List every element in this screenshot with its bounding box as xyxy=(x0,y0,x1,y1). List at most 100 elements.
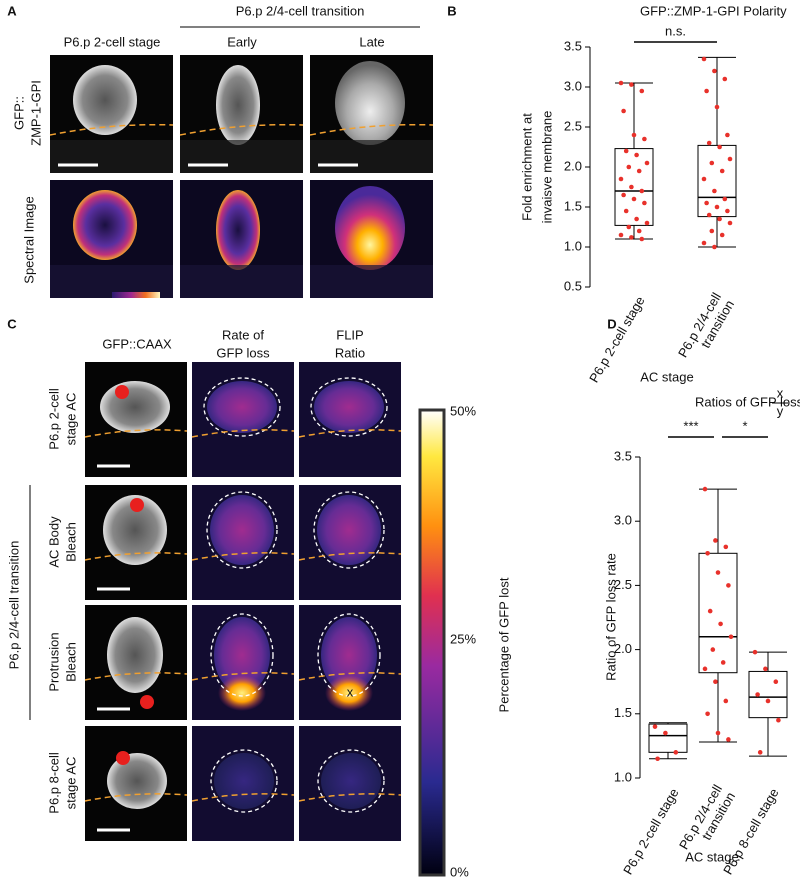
x-axis-label: AC stage xyxy=(640,369,693,384)
data-point xyxy=(725,132,730,138)
data-point xyxy=(717,216,722,222)
hotspot xyxy=(325,675,373,711)
basement xyxy=(310,140,433,173)
y-tick-label: 2.0 xyxy=(614,641,632,656)
y-tick-label: 1.5 xyxy=(614,705,632,720)
data-point xyxy=(704,88,709,94)
data-point xyxy=(702,486,708,492)
data-point xyxy=(710,647,716,652)
data-point xyxy=(629,235,634,240)
data-point xyxy=(728,634,734,640)
row-label: stage AC xyxy=(63,757,78,810)
colorbar xyxy=(418,408,446,877)
cell-outline xyxy=(317,749,385,813)
membrane-line xyxy=(84,429,188,438)
data-point xyxy=(727,156,733,162)
cell xyxy=(103,495,167,565)
membrane-line xyxy=(84,552,188,561)
data-point xyxy=(705,711,710,717)
panel-label: B xyxy=(447,3,456,18)
cell xyxy=(210,495,274,565)
data-point xyxy=(776,717,781,723)
cell xyxy=(317,495,381,565)
y-axis-label: invaisve membrane xyxy=(539,111,554,224)
colorbar-tick: 25% xyxy=(450,631,476,646)
colorbar-tick: 0% xyxy=(450,864,469,879)
data-point xyxy=(755,692,760,697)
data-point xyxy=(715,570,721,575)
y-tick-label: 3.0 xyxy=(614,513,632,528)
membrane-line xyxy=(84,672,188,681)
significance-label: * xyxy=(742,418,747,433)
cell xyxy=(335,186,405,270)
data-point xyxy=(765,698,771,704)
data-point xyxy=(644,220,650,226)
group-header: P6.p 2/4-cell transition xyxy=(236,3,365,18)
cell-outline xyxy=(313,491,385,569)
data-point xyxy=(701,56,707,62)
lut-bar xyxy=(112,292,160,298)
data-point xyxy=(639,236,645,242)
data-point xyxy=(725,208,730,214)
colorbar-tick: 50% xyxy=(450,403,476,418)
column-label: Rate of xyxy=(222,327,264,342)
column-label: GFP::CAAX xyxy=(102,336,172,351)
significance-label: n.s. xyxy=(665,23,686,38)
data-point xyxy=(705,551,710,556)
data-point xyxy=(712,68,717,74)
cell-outline xyxy=(203,377,281,437)
data-point xyxy=(719,168,725,174)
y-tick-label: 1.0 xyxy=(564,238,582,253)
cell-outline xyxy=(210,749,278,813)
data-point xyxy=(701,240,707,246)
y-tick-label: 3.5 xyxy=(614,448,632,463)
basement xyxy=(180,265,303,298)
data-point xyxy=(626,164,632,170)
cell xyxy=(321,753,381,809)
data-point xyxy=(626,224,632,230)
data-point xyxy=(707,608,713,614)
cell xyxy=(335,61,405,145)
data-point xyxy=(722,196,728,202)
data-point xyxy=(726,583,731,588)
data-point xyxy=(709,228,715,234)
column-label: Late xyxy=(359,34,384,49)
data-point xyxy=(702,666,708,672)
data-point xyxy=(752,649,758,655)
row-label: AC Body xyxy=(46,516,61,568)
data-point xyxy=(652,724,658,729)
data-point xyxy=(712,244,717,250)
membrane-line xyxy=(49,123,174,136)
y-tick-label: 3.0 xyxy=(564,78,582,93)
chart-title: Ratios of GFP loss rates: xyxy=(695,394,800,409)
data-point xyxy=(718,621,723,627)
data-point xyxy=(636,228,642,234)
data-point xyxy=(709,160,715,166)
data-point xyxy=(704,200,709,206)
significance-label: *** xyxy=(683,418,698,433)
cell xyxy=(107,753,167,809)
row-label: GFP:: xyxy=(11,96,26,130)
data-point xyxy=(713,538,718,543)
y-tick-label: 2.5 xyxy=(564,118,582,133)
hotspot xyxy=(218,675,266,711)
cell xyxy=(216,65,260,145)
data-point xyxy=(714,104,720,110)
cell xyxy=(207,381,277,433)
column-label: FLIP xyxy=(336,327,363,342)
x-tick-label: P6.p 2-cell stage xyxy=(620,786,681,877)
y-tick-label: 1.5 xyxy=(564,198,582,213)
data-point xyxy=(723,698,729,704)
membrane-line xyxy=(179,123,304,136)
column-label: P6.p 2-cell stage xyxy=(64,34,161,49)
membrane-line xyxy=(191,672,295,681)
y-tick-label: 0.5 xyxy=(564,278,582,293)
row-label: Spectral Image xyxy=(21,196,36,283)
data-point xyxy=(719,232,725,238)
y-tick-label: 2.5 xyxy=(614,577,632,592)
bleach-spot xyxy=(130,498,144,512)
basement xyxy=(50,140,173,173)
row-label: Protrusion xyxy=(46,632,61,691)
data-point xyxy=(621,108,626,114)
y-axis-label: Ratio of GFP loss rate xyxy=(603,553,618,681)
